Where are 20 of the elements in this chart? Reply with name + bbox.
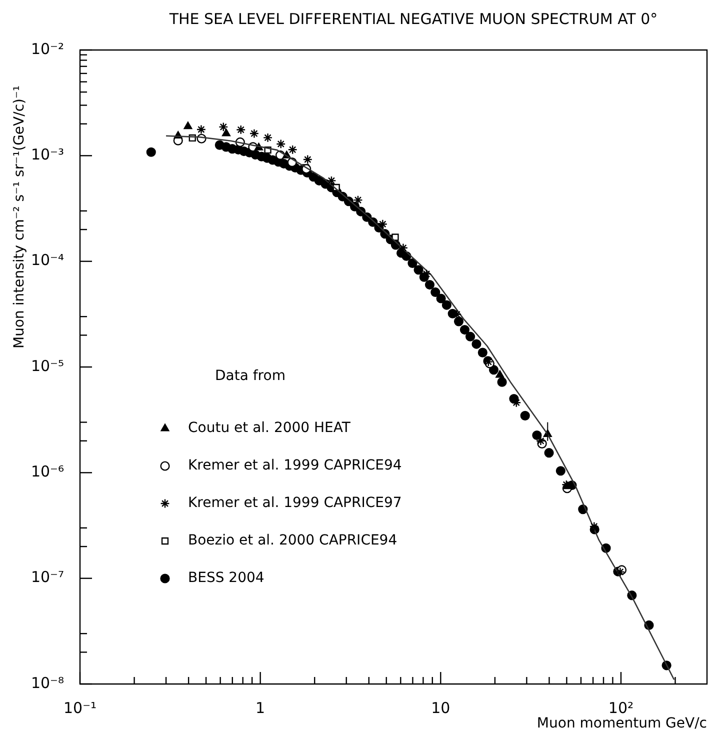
y-tick-label: 10⁻⁵ xyxy=(30,356,64,375)
y-tick-label: 10⁻⁸ xyxy=(30,674,64,692)
legend-label: Boezio et al. 2000 CAPRICE94 xyxy=(188,532,398,549)
x-tick-label: 10 xyxy=(431,698,450,717)
y-tick-label: 10⁻² xyxy=(30,40,64,58)
y-tick-label: 10⁻⁷ xyxy=(30,568,64,586)
x-tick-label: 10² xyxy=(608,698,634,717)
legend-label: Coutu et al. 2000 HEAT xyxy=(188,420,351,436)
legend-label: BESS 2004 xyxy=(188,570,264,586)
legend-label: Kremer et al. 1999 CAPRICE94 xyxy=(188,458,402,474)
y-tick-label: 10⁻⁴ xyxy=(30,251,64,270)
legend-label: Kremer et al. 1999 CAPRICE97 xyxy=(188,495,402,512)
y-tick-label: 10⁻⁶ xyxy=(30,462,64,481)
chart-title: THE SEA LEVEL DIFFERENTIAL NEGATIVE MUON SPECTRUM AT 0° xyxy=(168,10,658,28)
x-tick-label: 1 xyxy=(256,698,266,717)
x-tick-label: 10⁻¹ xyxy=(63,698,97,717)
legend-title: Data from xyxy=(215,368,286,384)
x-axis-title: Muon momentum GeV/c xyxy=(536,716,707,732)
y-tick-label: 10⁻³ xyxy=(30,146,64,164)
y-axis-title: Muon intensity cm⁻² s⁻¹ sr⁻¹(GeV/c)⁻¹ xyxy=(12,86,28,348)
